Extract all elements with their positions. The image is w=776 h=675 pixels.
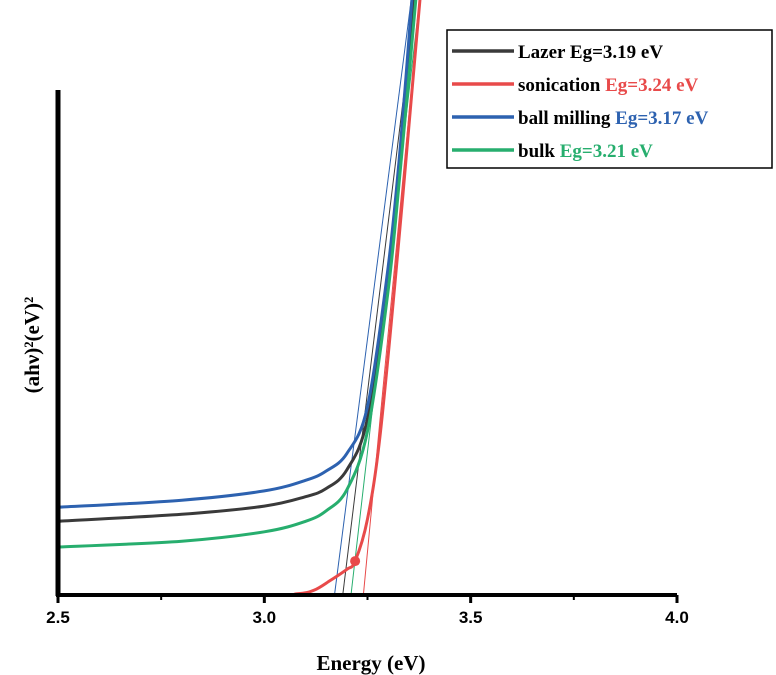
legend-series-name: Lazer — [518, 42, 570, 63]
legend-box — [446, 29, 773, 169]
series-line-bulk — [57, 0, 418, 549]
legend-entry: sonication Eg=3.24 eV — [518, 75, 699, 96]
legend: Lazer Eg=3.19 eV sonication Eg=3.24 eV bal… — [446, 29, 773, 169]
x-axis-label: Energy (eV) — [316, 651, 425, 675]
y-axis-label: (ahν)²(eV)² — [20, 297, 44, 394]
legend-bandgap-value: Eg=3.19 eV — [570, 42, 663, 63]
series-line-lazer — [57, 0, 415, 523]
legend-bandgap-value: Eg=3.17 eV — [615, 108, 708, 129]
legend-entry: ball milling Eg=3.17 eV — [518, 108, 709, 129]
legend-bandgap-value: Eg=3.24 eV — [605, 75, 698, 96]
legend-entry: Lazer Eg=3.19 eV — [518, 42, 663, 63]
x-tick-label: 2.5 — [46, 608, 70, 627]
legend-series-name: sonication — [518, 75, 605, 96]
x-tick-label: 4.0 — [665, 608, 689, 627]
legend-entry: bulk Eg=3.21 eV — [518, 141, 653, 162]
x-tick-label: 3.5 — [459, 608, 483, 627]
legend-bandgap-value: Eg=3.21 eV — [560, 141, 653, 162]
intercept-marker — [350, 556, 361, 567]
series-line-ball-milling — [57, 0, 414, 509]
legend-series-name: bulk — [518, 141, 560, 162]
series-lines — [57, 0, 422, 596]
x-ticks: 2.5 3.0 3.5 4.0 — [46, 595, 689, 627]
x-tick-label: 3.0 — [253, 608, 277, 627]
legend-series-name: ball milling — [518, 108, 615, 129]
tangent-line-0 — [333, 0, 412, 596]
intercept-point — [350, 556, 361, 567]
